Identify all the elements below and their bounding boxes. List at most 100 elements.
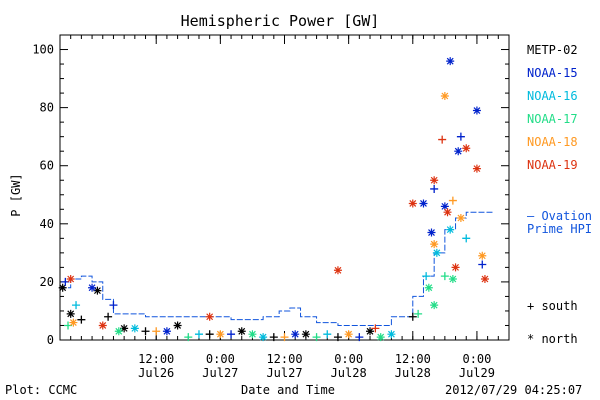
marker-north	[162, 327, 171, 336]
x-tick-label-date: Jul29	[459, 366, 495, 380]
y-tick-label: 80	[40, 101, 54, 115]
y-tick-label: 40	[40, 217, 54, 231]
marker-north	[173, 321, 182, 330]
marker-north	[58, 283, 67, 292]
x-tick-label-time: 12:00	[266, 352, 302, 366]
plot-timestamp: 2012/07/29 04:25:07	[445, 383, 583, 397]
plot-credit: Plot: CCMC	[5, 383, 78, 397]
marker-south	[312, 333, 321, 342]
x-tick-label-date: Jul26	[138, 366, 174, 380]
marker-north	[443, 208, 452, 217]
marker-north	[448, 275, 457, 283]
legend-ovation-line2: Prime HPI	[527, 222, 593, 236]
marker-south	[269, 333, 278, 342]
marker-north	[291, 330, 300, 339]
y-tick-label: 60	[40, 159, 54, 173]
marker-south	[414, 309, 423, 318]
marker-north	[130, 324, 139, 333]
x-tick-label-date: Jul27	[266, 366, 302, 380]
plot-frame	[59, 34, 510, 341]
marker-north	[440, 202, 449, 211]
marker-north	[205, 312, 214, 321]
marker-north	[366, 327, 375, 336]
marker-north	[462, 144, 471, 153]
chart-title: Hemispheric Power [GW]	[180, 12, 380, 30]
marker-south	[440, 272, 449, 281]
marker-south	[205, 330, 214, 339]
marker-north	[408, 199, 417, 208]
marker-north	[432, 248, 441, 257]
legend-marker-south: + south	[527, 299, 578, 313]
x-tick-label-time: 12:00	[138, 352, 174, 366]
y-tick-label: 20	[40, 275, 54, 289]
marker-south	[462, 234, 471, 243]
legend-noaa17: NOAA-17	[527, 112, 578, 126]
marker-north	[376, 333, 385, 342]
marker-north	[478, 251, 487, 260]
marker-south	[371, 324, 380, 333]
x-tick-label-time: 12:00	[395, 352, 431, 366]
marker-north	[259, 333, 268, 342]
marker-north	[237, 327, 246, 336]
marker-south	[280, 333, 289, 342]
marker-north	[456, 214, 465, 222]
marker-south	[141, 327, 150, 336]
legend-noaa16: NOAA-16	[527, 89, 578, 103]
y-axis-label: P [GW]	[9, 173, 23, 217]
marker-north	[472, 164, 481, 173]
marker-south	[323, 330, 332, 339]
marker-north	[430, 176, 439, 185]
x-tick-label-date: Jul27	[202, 366, 238, 380]
marker-north	[216, 330, 225, 339]
marker-north	[387, 330, 396, 339]
x-tick-label-date: Jul28	[395, 366, 431, 380]
marker-south	[430, 184, 439, 193]
y-tick-label: 0	[47, 333, 54, 347]
marker-north	[88, 283, 97, 292]
y-tick-label: 100	[32, 43, 54, 57]
marker-north	[419, 199, 428, 208]
legend-ovation-line1: — Ovation	[527, 209, 593, 223]
marker-south	[448, 196, 457, 205]
marker-south	[72, 301, 81, 310]
marker-south	[184, 333, 193, 342]
legend-metp02: METP-02	[527, 43, 578, 57]
x-axis-label: Date and Time	[241, 383, 335, 397]
x-tick-label-time: 0:00	[334, 352, 363, 366]
marker-south	[408, 312, 417, 321]
marker-south	[478, 260, 487, 269]
marker-north	[480, 275, 489, 283]
legend-noaa18: NOAA-18	[527, 135, 578, 149]
marker-south	[438, 135, 447, 144]
marker-south	[152, 327, 161, 336]
marker-north	[333, 266, 342, 275]
x-tick-label-date: Jul28	[331, 366, 367, 380]
marker-south	[104, 312, 113, 321]
marker-south	[422, 272, 431, 281]
marker-south	[456, 132, 465, 141]
marker-north	[430, 240, 439, 249]
marker-south	[333, 333, 342, 342]
ovation-line	[60, 211, 493, 326]
marker-south	[194, 330, 203, 339]
marker-south	[77, 315, 86, 324]
marker-south	[109, 301, 118, 310]
marker-north	[472, 106, 481, 115]
marker-north	[454, 147, 463, 156]
marker-north	[98, 321, 107, 330]
marker-north	[120, 324, 129, 333]
marker-north	[440, 92, 449, 100]
legend-noaa19: NOAA-19	[527, 158, 578, 172]
legend-marker-north: * north	[527, 332, 578, 346]
marker-north	[430, 301, 439, 310]
marker-north	[424, 283, 433, 292]
marker-north	[114, 327, 123, 336]
marker-north	[427, 228, 436, 237]
marker-north	[66, 309, 75, 318]
marker-north	[66, 275, 75, 283]
marker-north	[344, 330, 353, 339]
legend-noaa15: NOAA-15	[527, 66, 578, 80]
marker-north	[301, 330, 310, 339]
